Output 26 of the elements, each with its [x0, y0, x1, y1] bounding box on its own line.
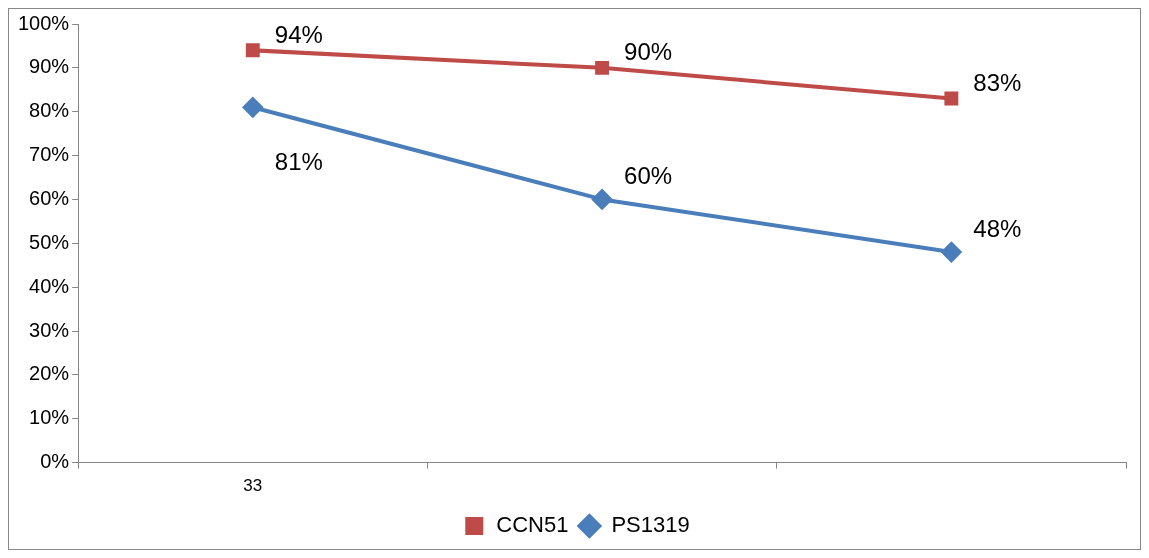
y-tick-label: 30% — [29, 318, 70, 341]
point — [592, 189, 613, 210]
point — [245, 43, 260, 58]
y-tick-label: 70% — [29, 143, 70, 166]
x-tick-label: 33 — [243, 476, 263, 496]
data-label: 60% — [624, 162, 673, 190]
y-tick-label: 40% — [29, 274, 70, 297]
data-label: 81% — [274, 147, 323, 175]
y-tick-label: 80% — [29, 99, 70, 122]
y-tick-label: 0% — [40, 450, 70, 473]
legend-label: CCN51 — [496, 512, 569, 538]
y-tick-label: 10% — [29, 406, 70, 429]
y-tick-label: 50% — [29, 230, 70, 253]
data-label: 90% — [624, 38, 673, 66]
data-label: 94% — [274, 20, 323, 48]
y-tick-label: 20% — [29, 362, 70, 385]
data-label: 83% — [973, 69, 1022, 97]
point — [944, 91, 959, 106]
y-tick-label: 100% — [18, 11, 70, 34]
y-tick-label: 90% — [29, 55, 70, 78]
point — [242, 97, 263, 118]
point — [595, 60, 610, 75]
data-label: 48% — [973, 214, 1022, 242]
y-tick-label: 60% — [29, 186, 70, 209]
point — [941, 242, 962, 263]
legend-label: PS1319 — [611, 512, 690, 538]
